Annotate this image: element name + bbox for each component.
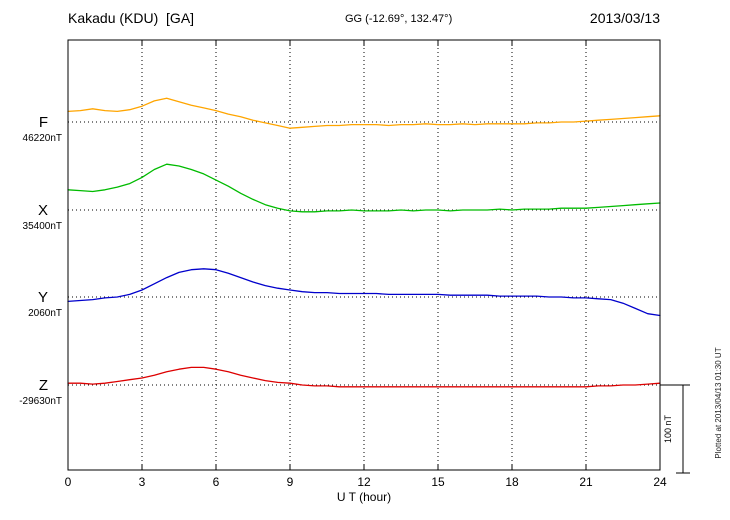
- series-name-Z: Z: [39, 377, 48, 394]
- x-tick-label: 6: [213, 475, 220, 489]
- trace-X: [67, 163, 661, 213]
- x-tick-label: 15: [431, 475, 445, 489]
- trace-Y: [67, 268, 661, 317]
- series-baseline-Y: 2060nT: [28, 308, 62, 319]
- scale-bar-label: 100 nT: [663, 414, 673, 443]
- x-tick-label: 18: [505, 475, 519, 489]
- series-label-F: F 46220nT: [23, 114, 62, 144]
- series-name-F: F: [39, 114, 48, 131]
- series-label-X: X 35400nT: [23, 202, 62, 232]
- x-tick-label: 21: [579, 475, 593, 489]
- series-label-Y: Y 2060nT: [28, 289, 62, 319]
- series-name-Y: Y: [38, 289, 48, 306]
- series-name-X: X: [38, 202, 48, 219]
- x-axis-ticks: 0 3 6 9 12 15 18 21 24: [65, 40, 667, 489]
- series-baseline-X: 35400nT: [23, 221, 62, 232]
- scale-bar: 100 nT: [660, 384, 690, 474]
- x-tick-label: 12: [357, 475, 371, 489]
- geo-coords: GG (-12.69°, 132.47°): [345, 13, 452, 25]
- traces: [67, 97, 661, 388]
- x-tick-label: 0: [65, 475, 72, 489]
- plotted-at-note: Plotted at 2013/04/13 01:30 UT: [714, 347, 723, 458]
- series-baseline-Z: -29630nT: [19, 396, 62, 407]
- x-tick-label: 9: [287, 475, 294, 489]
- grid-lines: [68, 40, 660, 470]
- station-title: Kakadu (KDU) [GA]: [68, 10, 194, 26]
- x-tick-label: 3: [139, 475, 146, 489]
- series-baseline-F: 46220nT: [23, 133, 62, 144]
- plot-date: 2013/03/13: [590, 10, 660, 26]
- plot-frame: [67, 39, 661, 471]
- trace-F: [67, 97, 661, 129]
- x-axis-label: U T (hour): [337, 490, 391, 504]
- x-tick-label: 24: [653, 475, 667, 489]
- series-label-Z: Z -29630nT: [19, 377, 62, 407]
- trace-Z: [67, 366, 661, 388]
